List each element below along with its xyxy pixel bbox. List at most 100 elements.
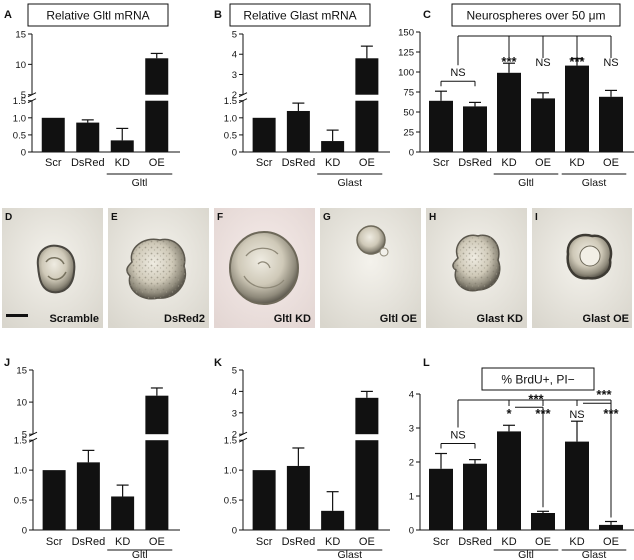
panel-l-significance-label: *** — [528, 391, 544, 406]
panel-j-y-tick-label: 10 — [16, 398, 27, 409]
panel-a-y-tick-label: 5 — [21, 90, 26, 101]
panel-l-group-label: Glast — [582, 549, 607, 560]
panel-c-category-label: KD — [569, 157, 584, 169]
panel-l-significance-label: *** — [596, 387, 612, 402]
panel-b-y-tick-label: 4 — [232, 50, 237, 61]
panel-c-significance-label: NS — [535, 57, 550, 69]
panel-j-category-label: Scr — [46, 536, 63, 548]
panel-j-bar — [111, 496, 135, 530]
panel-k-bar-break-gap — [354, 434, 380, 441]
panel-c-y-tick-label: 75 — [403, 88, 414, 99]
panel-b-y-tick-label: 3 — [232, 70, 237, 81]
panel-k-y-tick-label: 0.5 — [224, 496, 237, 507]
micrograph-f-letter: F — [217, 212, 223, 223]
micrograph-h-caption: Glast KD — [477, 313, 524, 325]
panel-b-category-label: KD — [325, 157, 340, 169]
panel-j-bar-break-gap — [144, 434, 170, 441]
panel-b-y-tick-label: 0.5 — [224, 130, 237, 141]
panel-a-y-tick-label: 0 — [21, 148, 26, 159]
panel-l-y-tick-label: 1 — [409, 492, 414, 503]
panel-c-significance-label: *** — [501, 54, 517, 69]
micrograph-d-letter: D — [5, 212, 12, 223]
panel-j-category-label: OE — [149, 536, 165, 548]
panel-a-y-tick-label: 1.0 — [13, 113, 26, 124]
panel-j-letter: J — [4, 357, 10, 369]
micrograph-row: D Scramble E DsRed2 F Gltl KD G Gltl OE — [2, 208, 632, 328]
panel-l-category-label: OE — [603, 536, 619, 548]
panel-a-relative-gltl-mrna: A Relative Gltl mRNA 0 0.5 1.0 1.55 10 15 Scr DsR… — [4, 3, 180, 189]
micrograph-d-caption: Scramble — [49, 313, 99, 325]
panel-b-group-label: Glast — [337, 177, 362, 189]
panel-a-bar-break-gap — [144, 94, 170, 101]
micrograph-i: I Glast OE — [532, 208, 632, 328]
panel-b-title-box — [229, 3, 371, 27]
panel-k-y-tick-label: 2 — [232, 430, 237, 441]
neurosphere-glast-oe-core — [579, 245, 601, 267]
panel-j-bar — [76, 462, 100, 530]
panel-l-category-label: Scr — [433, 536, 450, 548]
panel-c-letter: C — [423, 9, 431, 21]
panel-l-category-label: OE — [535, 536, 551, 548]
panel-b-y-tick-label: 5 — [232, 30, 237, 41]
micrograph-e-caption: DsRed2 — [164, 313, 205, 325]
panel-c-significance-label: *** — [569, 54, 585, 69]
panel-a-bar — [110, 140, 134, 152]
panel-k-y-tick-label: 0 — [232, 526, 237, 537]
panel-a-y-tick-label: 15 — [15, 30, 26, 41]
panel-a-title-box — [27, 3, 169, 27]
micrograph-g-letter: G — [323, 212, 331, 223]
panel-b-relative-glast-mrna: B Relative Glast mRNA 0 0.5 1.0 1.52 3 4 5 Scr DsR… — [214, 3, 390, 189]
panel-k-bar — [355, 397, 379, 530]
panel-c-y-tick-label: 25 — [403, 128, 414, 139]
panel-j-bar — [145, 395, 169, 530]
neurosphere-gltl-oe — [356, 225, 386, 255]
panel-a-y-tick-label: 10 — [15, 60, 26, 71]
panel-k-bar — [252, 470, 276, 530]
panel-k-category-label: OE — [359, 536, 375, 548]
panel-l-bar — [565, 441, 589, 530]
panel-a-category-label: Scr — [45, 157, 62, 169]
neurosphere-gltl-kd-texture — [243, 247, 285, 289]
panel-l-significance-label: * — [506, 406, 512, 421]
neurosphere-dsred2-texture — [126, 239, 186, 299]
panel-a-y-tick-label: 1.5 — [13, 96, 26, 107]
panel-a-category-label: DsRed — [71, 157, 105, 169]
micrograph-g: G Gltl OE — [320, 208, 421, 328]
micrograph-f-caption: Gltl KD — [274, 313, 311, 325]
panel-b-bar — [286, 110, 310, 152]
panel-j-category-label: DsRed — [72, 536, 106, 548]
panel-l-category-label: KD — [501, 536, 516, 548]
panel-b-bar-break-gap — [354, 94, 380, 101]
panel-l-category-label: KD — [569, 536, 584, 548]
panel-c-bar — [531, 98, 555, 152]
micrograph-h: H Glast KD — [426, 208, 527, 328]
panel-c-bar — [463, 106, 487, 152]
panel-c-title: Neurospheres over 50 μm — [467, 9, 606, 23]
micrograph-e: E DsRed2 — [108, 208, 209, 328]
panel-l-y-tick-label: 0 — [409, 526, 414, 537]
panel-c-significance-label: NS — [603, 57, 618, 69]
panel-b-y-tick-label: 1.0 — [224, 113, 237, 124]
panel-l-y-tick-label: 2 — [409, 458, 414, 469]
panel-j-y-tick-label: 5 — [22, 430, 27, 441]
neurosphere-scramble-texture — [45, 257, 67, 281]
panel-j-y-tick-label: 15 — [16, 366, 27, 377]
micrograph-i-caption: Glast OE — [583, 313, 629, 325]
panel-c-bar — [565, 65, 589, 152]
panel-j-bar — [42, 470, 66, 530]
panel-c-group-label: Glast — [582, 177, 607, 189]
panel-k-y-tick-label: 1.5 — [224, 436, 237, 447]
panel-l-y-tick-label: 4 — [409, 390, 414, 401]
panel-k-bar — [286, 465, 310, 530]
panel-l-significance-label: NS — [450, 430, 465, 442]
panel-a-title: Relative Gltl mRNA — [46, 9, 149, 23]
micrograph-h-letter: H — [429, 212, 436, 223]
panel-l-title: % BrdU+, PI− — [501, 373, 574, 387]
panel-b-category-label: OE — [359, 157, 375, 169]
panel-c-category-label: KD — [501, 157, 516, 169]
panel-k-y-tick-label: 3 — [232, 408, 237, 419]
